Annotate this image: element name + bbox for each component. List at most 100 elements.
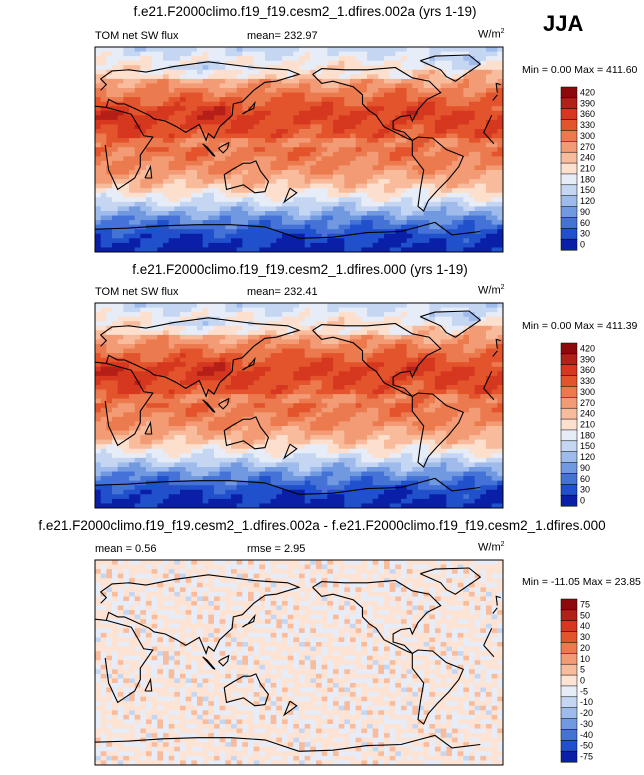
map-cell <box>253 106 260 112</box>
map-cell <box>435 151 442 157</box>
map-cell <box>469 312 476 318</box>
map-cell <box>174 371 181 377</box>
map-cell <box>429 206 436 212</box>
map-cell <box>282 220 289 226</box>
map-cell <box>270 110 277 116</box>
map-cell <box>129 394 136 400</box>
map-cell <box>321 78 328 85</box>
map-cell <box>191 47 198 53</box>
map-cell <box>469 403 476 409</box>
colorbar-tick-label: 420 <box>580 87 595 97</box>
map-cell <box>185 339 192 345</box>
map-cell <box>123 334 130 341</box>
map-cell <box>95 156 102 162</box>
map-cell <box>355 211 362 217</box>
map-cell <box>446 106 453 112</box>
map-cell <box>497 334 503 341</box>
map-cell <box>231 183 238 189</box>
map-cell <box>253 69 260 75</box>
map-cell <box>446 371 453 377</box>
map-cell <box>435 138 442 144</box>
map-cell <box>327 138 334 144</box>
map-cell <box>378 215 385 221</box>
map-cell <box>236 215 243 221</box>
map-cell <box>384 403 391 409</box>
map-cell <box>117 170 124 176</box>
map-cell <box>129 380 136 386</box>
map-cell <box>248 88 255 94</box>
map-cell <box>112 375 119 382</box>
map-cell <box>163 375 170 382</box>
map-cell <box>327 330 334 336</box>
map-cell <box>299 215 306 221</box>
map-cell <box>168 371 175 377</box>
map-cell <box>412 380 419 386</box>
map-cell <box>117 339 124 345</box>
map-cell <box>367 312 374 318</box>
map-cell <box>253 233 260 239</box>
map-cell <box>276 51 283 57</box>
map-cell <box>395 110 402 116</box>
map-cell <box>174 183 181 189</box>
map-cell <box>401 398 408 404</box>
map-cell <box>361 138 368 144</box>
map-cell <box>361 197 368 203</box>
map-cell <box>185 238 192 244</box>
coastline <box>241 100 256 115</box>
map-cell <box>423 83 430 89</box>
map-cell <box>191 97 198 103</box>
map-cell <box>265 215 272 221</box>
map-cell <box>248 47 255 53</box>
map-cell <box>168 344 175 350</box>
map-cell <box>497 215 503 221</box>
map-cell <box>140 357 147 363</box>
map-cell <box>231 188 238 194</box>
map-cell <box>236 92 243 98</box>
map-cell <box>446 188 453 194</box>
map-cell <box>333 138 340 144</box>
map-cell <box>321 147 328 153</box>
map-cell <box>197 170 204 176</box>
map-cell <box>299 129 306 135</box>
map-cell <box>197 366 204 372</box>
map-cell <box>191 339 198 345</box>
map-cell <box>191 165 198 171</box>
map-cell <box>395 129 402 135</box>
map-cell <box>163 129 170 135</box>
map-cell <box>236 394 243 400</box>
map-cell <box>157 101 164 107</box>
map-cell <box>151 407 158 413</box>
map-cell <box>384 88 391 94</box>
map-cell <box>395 183 402 189</box>
map-cell <box>140 206 147 212</box>
map-cell <box>412 74 419 80</box>
map-cell <box>429 156 436 162</box>
map-cell <box>100 233 107 239</box>
map-cell <box>287 65 294 71</box>
map-cell <box>418 233 425 239</box>
map-cell <box>185 215 192 221</box>
map-cell <box>412 192 419 198</box>
map-cell <box>446 97 453 103</box>
map-cell <box>191 233 198 239</box>
map-cell <box>140 247 147 252</box>
map-cell <box>225 316 232 322</box>
map-cell <box>112 380 119 386</box>
map-cell <box>316 389 323 395</box>
map-cell <box>491 211 498 217</box>
map-cell <box>401 403 408 409</box>
map-cell <box>412 366 419 372</box>
map-cell <box>163 88 170 94</box>
map-cell <box>299 92 306 98</box>
map-cell <box>452 97 459 103</box>
map-cell <box>446 344 453 350</box>
map-cell <box>157 78 164 85</box>
map-cell <box>367 183 374 189</box>
map-cell <box>469 316 476 322</box>
map-cell <box>202 142 209 148</box>
map-cell <box>191 362 198 368</box>
map-cell <box>242 170 249 176</box>
map-cell <box>293 78 300 85</box>
map-cell <box>372 151 379 157</box>
